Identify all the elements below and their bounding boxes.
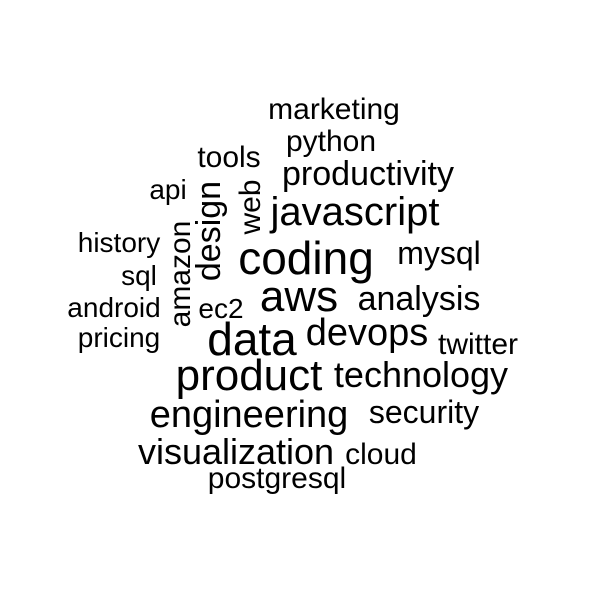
- word-android: android: [67, 292, 161, 323]
- word-engineering: engineering: [149, 394, 349, 436]
- word-technology: technology: [333, 354, 509, 395]
- word-tools: tools: [197, 141, 261, 174]
- word-pricing: pricing: [77, 322, 161, 353]
- word-data: data: [207, 313, 297, 365]
- word-ec2: ec2: [198, 293, 244, 324]
- word-cloud: cloud: [345, 438, 417, 471]
- word-twitter: twitter: [437, 328, 519, 361]
- word-history: history: [77, 227, 161, 258]
- word-postgresql: postgresql: [207, 462, 347, 495]
- word-api: api: [149, 174, 187, 205]
- word-analysis: analysis: [357, 280, 481, 318]
- word-devops: devops: [305, 312, 429, 354]
- word-marketing: marketing: [268, 93, 400, 126]
- word-visualization: visualization: [137, 431, 335, 472]
- word-amazon: amazon: [164, 220, 197, 328]
- word-design: design: [190, 180, 228, 282]
- word-web: web: [234, 179, 267, 235]
- word-security: security: [368, 394, 480, 430]
- word-mysql: mysql: [397, 235, 481, 271]
- word-product: product: [175, 351, 323, 400]
- word-aws: aws: [259, 272, 339, 321]
- word-sql: sql: [121, 260, 157, 291]
- word-coding: coding: [238, 232, 374, 284]
- word-python: python: [285, 125, 377, 158]
- word-javascript: javascript: [270, 190, 440, 234]
- word-productivity: productivity: [282, 155, 454, 193]
